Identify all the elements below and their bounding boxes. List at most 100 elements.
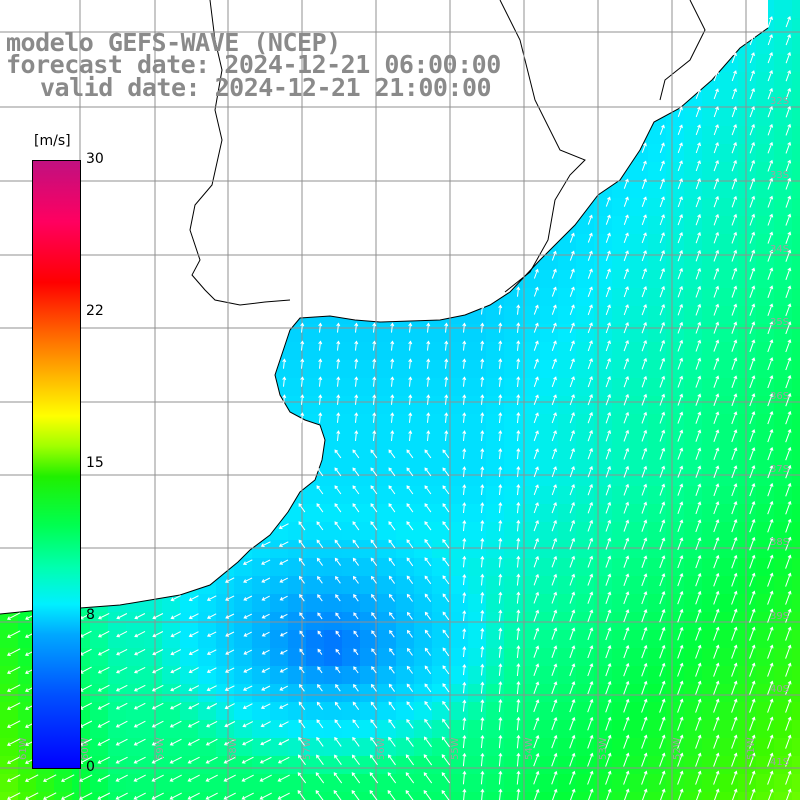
wind-arrow xyxy=(785,177,792,190)
wind-arrow xyxy=(387,790,396,800)
wind-arrow xyxy=(6,720,21,728)
wind-arrow xyxy=(498,466,503,478)
wind-arrow xyxy=(749,590,756,605)
wind-arrow xyxy=(587,609,594,622)
wind-arrow xyxy=(316,539,324,549)
wind-arrow xyxy=(785,231,792,244)
wind-arrow xyxy=(498,555,503,568)
wind-arrow xyxy=(659,303,666,316)
wind-arrow xyxy=(241,756,254,764)
wind-arrow xyxy=(97,792,111,800)
wind-arrow xyxy=(516,752,521,767)
wind-arrow xyxy=(551,591,558,604)
wind-arrow xyxy=(641,286,647,298)
wind-arrow xyxy=(406,539,414,549)
wind-arrow xyxy=(224,667,235,673)
wind-arrow xyxy=(533,573,540,586)
wind-arrow xyxy=(279,703,289,709)
wind-arrow xyxy=(569,358,575,370)
wind-arrow xyxy=(659,483,666,496)
wind-arrow xyxy=(695,375,702,388)
wind-arrow xyxy=(424,557,432,567)
wind-arrow xyxy=(623,214,629,225)
wind-arrow xyxy=(334,701,342,710)
wind-arrow xyxy=(516,447,521,460)
wind-arrow xyxy=(695,572,702,587)
wind-arrow xyxy=(695,88,701,99)
wind-arrow xyxy=(97,756,111,764)
wind-arrow xyxy=(278,523,289,530)
wind-arrow xyxy=(749,662,756,677)
wind-arrow xyxy=(408,394,413,405)
wind-arrow xyxy=(260,703,271,709)
wind-arrow xyxy=(516,394,521,406)
wind-arrow xyxy=(749,554,756,569)
wind-arrow xyxy=(587,716,594,731)
wind-arrow xyxy=(533,502,539,514)
wind-arrow xyxy=(623,645,630,659)
wind-arrow xyxy=(408,322,413,333)
wind-arrow xyxy=(516,483,521,496)
wind-arrow xyxy=(569,716,576,731)
wind-arrow xyxy=(480,699,485,712)
wind-arrow xyxy=(533,448,539,460)
wind-arrow xyxy=(677,483,684,496)
wind-arrow xyxy=(569,286,575,297)
wind-arrow xyxy=(587,537,594,550)
wind-arrow xyxy=(480,627,485,640)
wind-arrow xyxy=(587,591,594,604)
wind-arrow xyxy=(569,788,576,800)
wind-arrow xyxy=(334,449,342,459)
wind-arrow xyxy=(317,612,323,620)
wind-arrow xyxy=(442,539,450,549)
wind-arrow xyxy=(516,537,521,550)
wind-arrow xyxy=(205,792,218,800)
wind-arrow xyxy=(372,322,377,333)
wind-arrow xyxy=(336,322,341,333)
wind-arrow xyxy=(133,774,146,782)
wind-arrow xyxy=(299,612,305,620)
wind-arrow xyxy=(677,770,684,785)
wind-arrow xyxy=(389,648,395,656)
wind-arrow xyxy=(6,756,21,764)
wind-arrow xyxy=(785,69,792,82)
wind-arrow xyxy=(388,521,396,531)
wind-arrow xyxy=(605,663,612,677)
wind-arrow xyxy=(713,357,720,370)
wind-arrow xyxy=(749,70,755,82)
wind-arrow xyxy=(785,195,792,208)
wind-arrow xyxy=(282,376,287,387)
wind-arrow xyxy=(170,684,182,692)
wind-arrow xyxy=(641,483,648,496)
wind-arrow xyxy=(677,339,684,352)
wind-arrow xyxy=(659,214,665,226)
wind-arrow xyxy=(623,483,630,496)
wind-arrow xyxy=(225,631,235,637)
wind-arrow xyxy=(151,684,164,692)
wind-arrow xyxy=(516,788,521,800)
wind-arrow xyxy=(480,573,485,586)
wind-arrow xyxy=(334,521,342,531)
wind-arrow xyxy=(677,142,683,154)
wind-arrow xyxy=(677,734,684,749)
wind-arrow xyxy=(299,648,305,656)
wind-arrow xyxy=(480,609,485,622)
wind-arrow xyxy=(243,631,252,637)
wind-arrow xyxy=(695,734,702,749)
wind-arrow xyxy=(749,159,756,172)
wind-arrow xyxy=(442,629,450,639)
wind-arrow xyxy=(426,376,431,387)
wind-arrow xyxy=(605,752,612,767)
wind-arrow xyxy=(713,321,720,334)
wind-arrow xyxy=(731,554,738,569)
wind-arrow xyxy=(316,503,324,513)
wind-arrow xyxy=(298,557,306,566)
wind-arrow xyxy=(424,683,432,693)
wind-arrow xyxy=(605,770,612,785)
wind-arrow xyxy=(623,250,629,262)
wind-arrow xyxy=(659,698,666,713)
lon-label: 51W xyxy=(746,737,757,760)
wind-arrow xyxy=(259,756,272,764)
wind-arrow xyxy=(516,322,521,333)
wind-arrow xyxy=(223,774,236,782)
